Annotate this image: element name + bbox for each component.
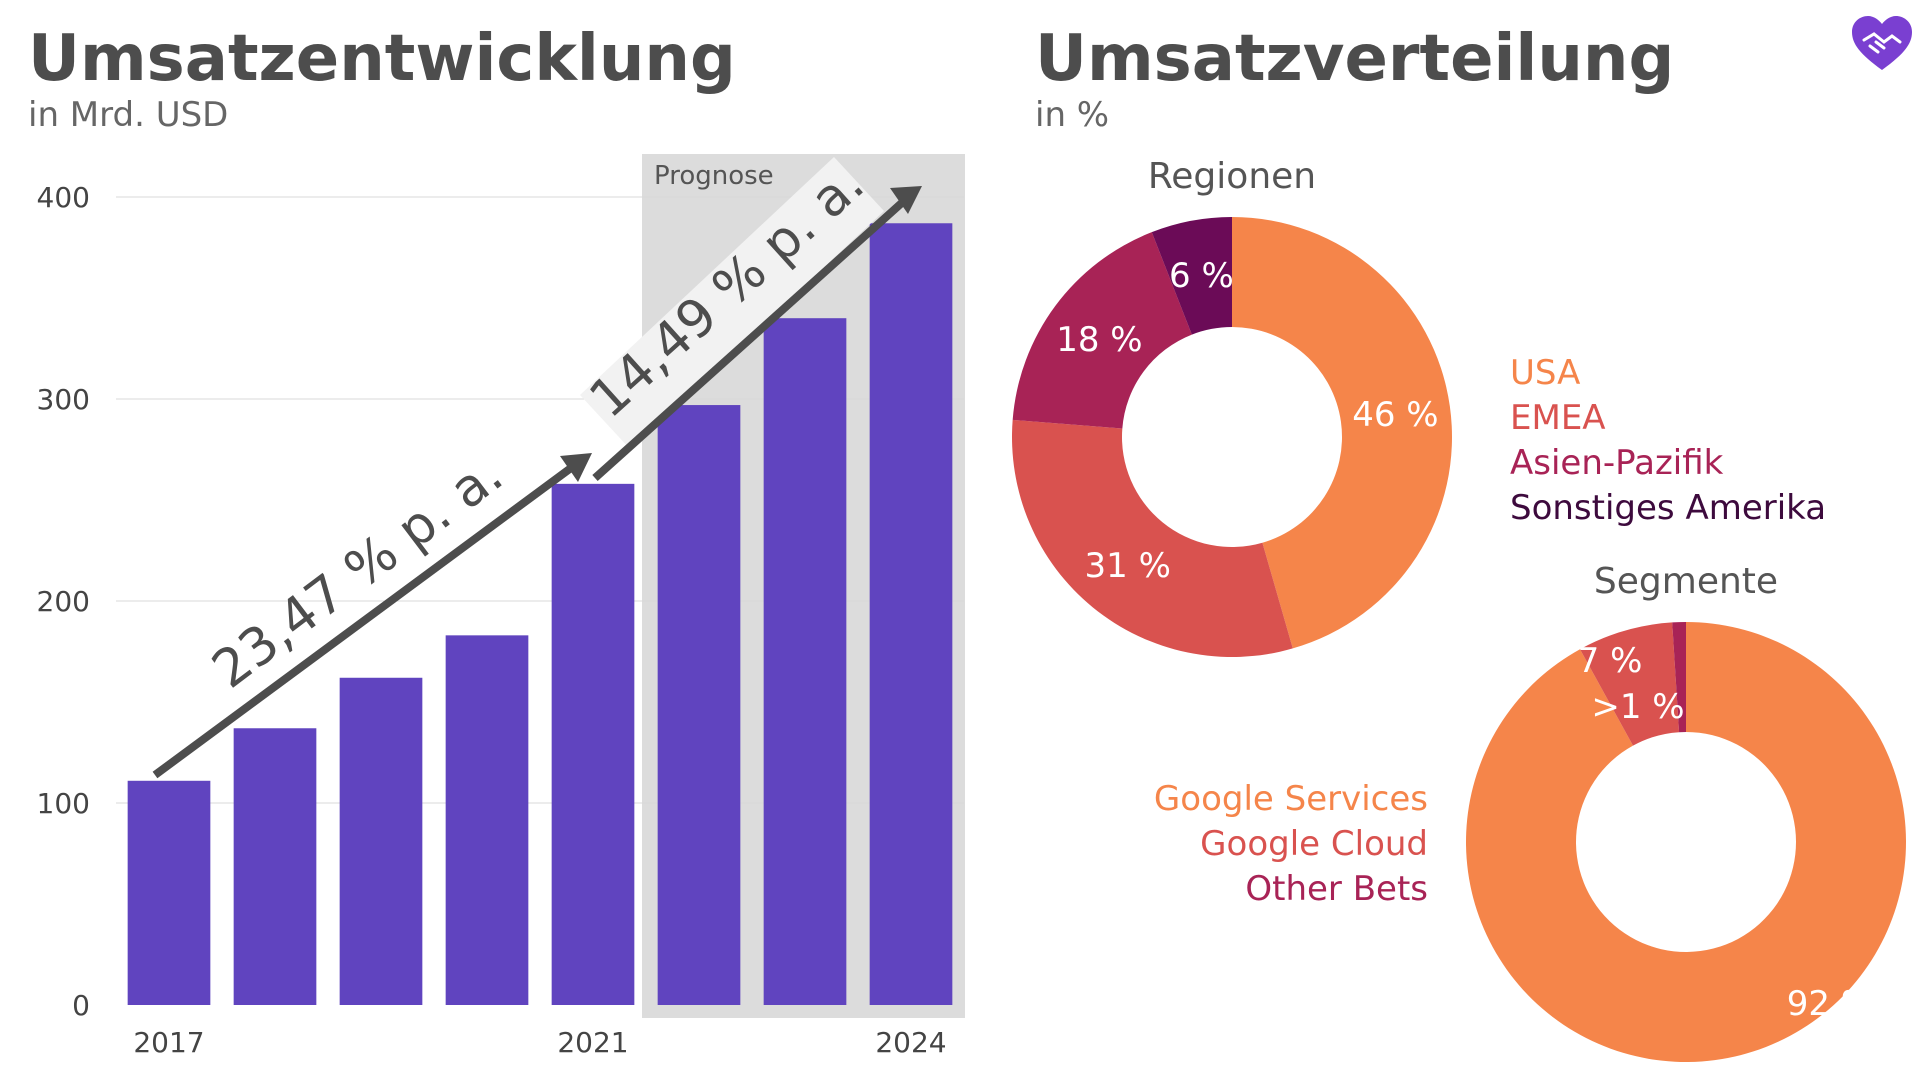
slice-google-cloud bbox=[1580, 622, 1680, 746]
legend-item: Google Cloud bbox=[1200, 824, 1428, 864]
legend-item: EMEA bbox=[1510, 398, 1606, 438]
left-title: Umsatzentwicklung bbox=[28, 22, 736, 96]
y-tick-label: 0 bbox=[72, 989, 90, 1022]
bar-2023 bbox=[763, 318, 847, 1005]
slice-value-label: >1 % bbox=[1591, 687, 1684, 727]
x-tick-label: 2017 bbox=[133, 1026, 204, 1059]
slice-value-label: 31 % bbox=[1085, 546, 1171, 586]
legend-item: Google Services bbox=[1154, 779, 1428, 819]
regions-legend: USA EMEA Asien-Pazifik Sonstiges Amerika bbox=[1510, 353, 1826, 528]
growth-arrow-2 bbox=[580, 157, 922, 481]
segments-title: Segmente bbox=[1594, 561, 1778, 602]
y-axis-ticks: 0 100 200 300 400 bbox=[37, 181, 90, 1022]
slice-value-label: 6 % bbox=[1169, 256, 1234, 296]
heart-handshake-icon bbox=[1852, 16, 1912, 70]
bars bbox=[127, 223, 953, 1006]
x-axis-ticks: 2017 2021 2024 bbox=[133, 1026, 946, 1059]
bar-2021 bbox=[551, 483, 635, 1006]
y-tick-label: 400 bbox=[37, 181, 90, 214]
slice-emea bbox=[1011, 419, 1293, 657]
legend-item: Sonstiges Amerika bbox=[1510, 488, 1826, 528]
regions-title: Regionen bbox=[1148, 156, 1316, 197]
right-title: Umsatzverteilung bbox=[1035, 22, 1674, 96]
legend-item: Other Bets bbox=[1245, 869, 1428, 909]
bar-2020 bbox=[445, 635, 529, 1005]
slice-asien-pazifik bbox=[1012, 232, 1192, 429]
slice-usa bbox=[1232, 217, 1452, 649]
right-subtitle: in % bbox=[1035, 95, 1109, 135]
y-tick-label: 100 bbox=[37, 787, 90, 820]
legend-item: Asien-Pazifik bbox=[1510, 443, 1724, 483]
y-tick-label: 200 bbox=[37, 585, 90, 618]
segments-donut: 92 % 7 % >1 % bbox=[1465, 622, 1906, 1062]
regions-donut: 46 % 31 % 18 % 6 % bbox=[1011, 217, 1452, 657]
bar-2017 bbox=[127, 780, 211, 1005]
slice-value-label: 92 % bbox=[1787, 984, 1873, 1024]
slice-value-label: 18 % bbox=[1056, 320, 1142, 360]
slice-value-label: 46 % bbox=[1352, 395, 1438, 435]
y-tick-label: 300 bbox=[37, 383, 90, 416]
x-tick-label: 2021 bbox=[557, 1026, 628, 1059]
bar-2022 bbox=[657, 405, 741, 1005]
slice-value-label: 7 % bbox=[1578, 641, 1643, 681]
x-tick-label: 2024 bbox=[875, 1026, 946, 1059]
left-subtitle: in Mrd. USD bbox=[28, 95, 228, 135]
segments-legend: Google Services Google Cloud Other Bets bbox=[1154, 779, 1428, 909]
bar-2018 bbox=[233, 728, 317, 1005]
forecast-label: Prognose bbox=[654, 161, 774, 191]
slice-other-bets bbox=[1672, 622, 1686, 733]
growth-arrow-1 bbox=[152, 453, 592, 779]
slice-sonstiges-amerika bbox=[1151, 217, 1232, 335]
slice-google-services bbox=[1465, 622, 1906, 1062]
bar-2024 bbox=[869, 223, 953, 1005]
bar-2019 bbox=[339, 677, 423, 1005]
legend-item: USA bbox=[1510, 353, 1580, 393]
